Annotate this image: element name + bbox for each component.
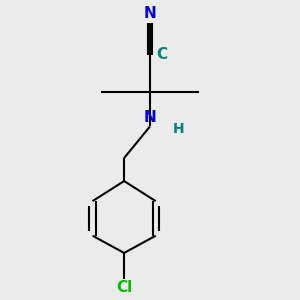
Text: Cl: Cl xyxy=(116,280,132,295)
Text: N: N xyxy=(144,110,156,125)
Text: N: N xyxy=(144,7,156,22)
Text: H: H xyxy=(173,122,184,136)
Text: C: C xyxy=(156,47,167,62)
